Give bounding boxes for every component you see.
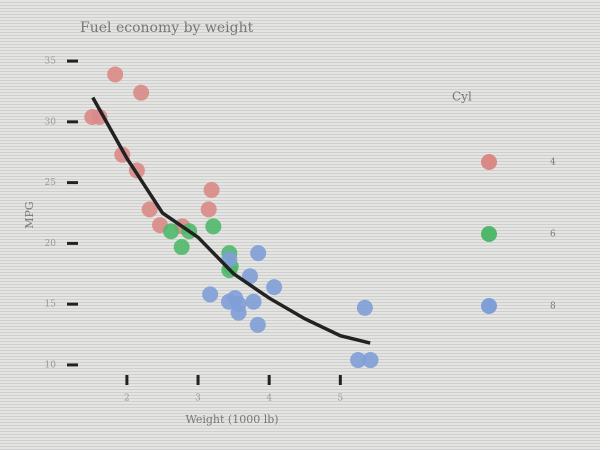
point — [200, 201, 217, 218]
point — [266, 279, 283, 296]
legend-label: 4 — [550, 158, 556, 168]
point — [230, 296, 247, 313]
y-tick-label: 25 — [45, 178, 57, 188]
point — [202, 286, 219, 303]
x-tick-label: 2 — [124, 394, 130, 404]
legend-label: 8 — [550, 302, 556, 312]
x-axis-label: Weight (1000 lb) — [185, 413, 278, 426]
point — [245, 293, 262, 310]
point — [84, 108, 101, 125]
y-axis-label: MPG — [23, 201, 36, 228]
point — [249, 316, 266, 333]
point — [205, 218, 222, 235]
y-tick-label: 10 — [45, 360, 57, 370]
point — [350, 352, 367, 369]
chart-title: Fuel economy by weight — [80, 20, 254, 36]
point — [250, 245, 267, 262]
point — [107, 66, 124, 83]
legend-marker — [481, 226, 497, 242]
y-tick-label: 35 — [45, 57, 57, 67]
x-tick-label: 5 — [337, 394, 343, 404]
legend-title: Cyl — [452, 90, 472, 104]
legend-marker — [481, 298, 497, 314]
y-tick-label: 30 — [45, 117, 57, 127]
trend-line — [91, 96, 371, 345]
point — [362, 352, 379, 369]
point — [203, 181, 220, 198]
point — [163, 223, 180, 240]
point — [173, 239, 190, 256]
point — [133, 84, 150, 101]
x-tick-label: 4 — [266, 394, 272, 404]
legend-label: 6 — [550, 230, 556, 240]
x-tick-label: 3 — [195, 394, 201, 404]
y-tick-label: 15 — [45, 300, 57, 310]
y-tick-label: 20 — [45, 239, 57, 249]
point — [356, 299, 373, 316]
legend-marker — [481, 154, 497, 170]
point — [141, 201, 158, 218]
